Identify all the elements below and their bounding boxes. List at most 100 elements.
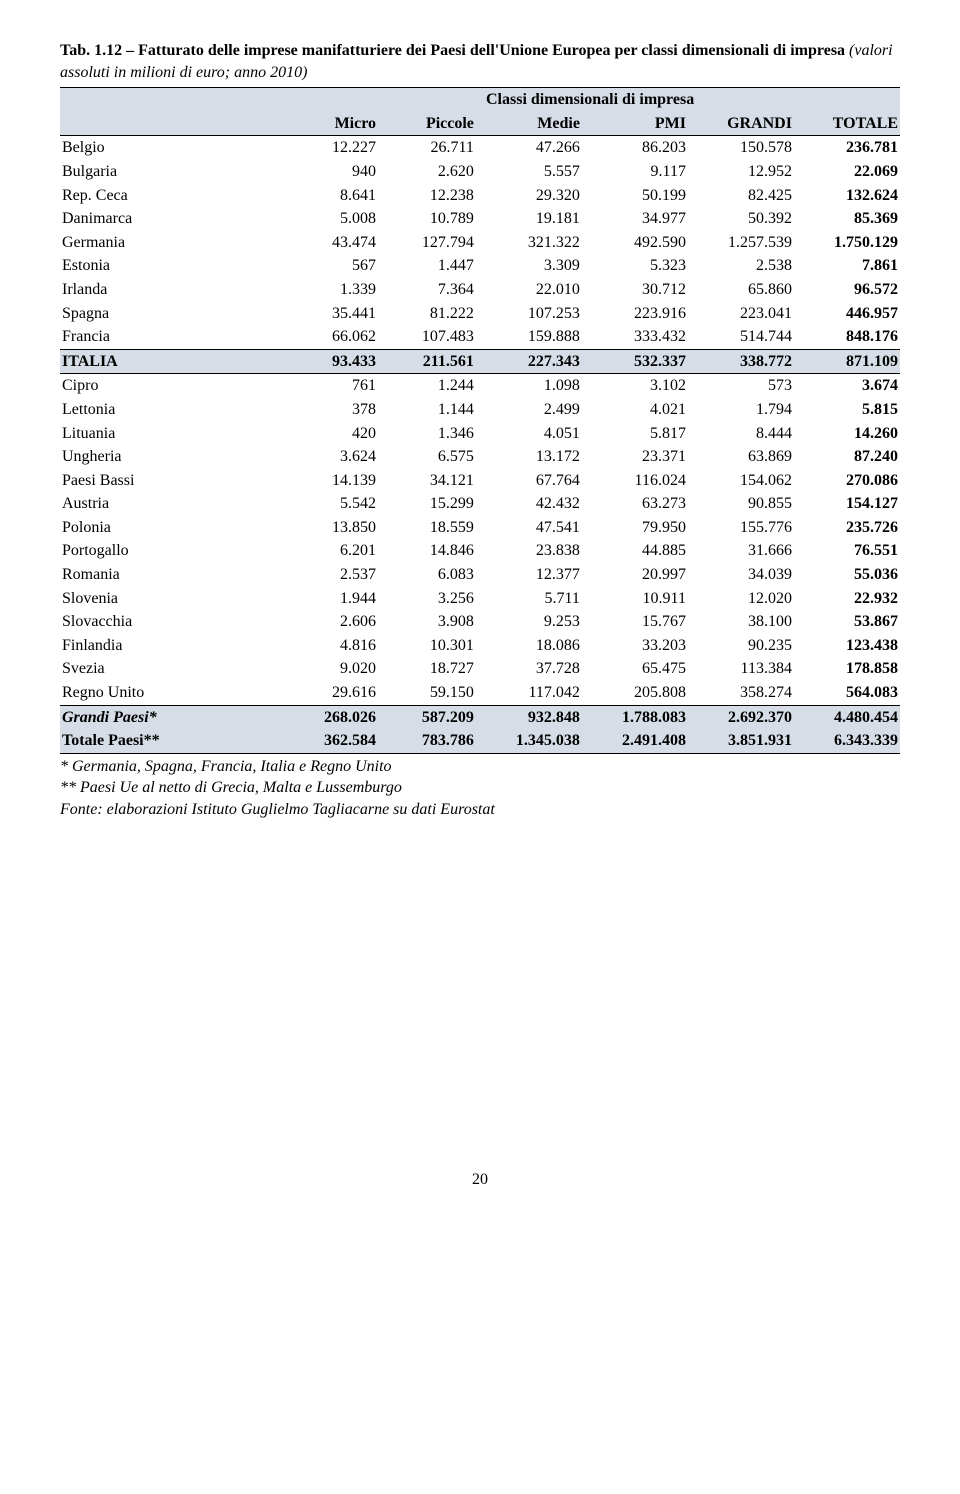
table-row: Svezia9.02018.72737.72865.475113.384178.…: [60, 657, 900, 681]
table-row: Spagna35.44181.222107.253223.916223.0414…: [60, 302, 900, 326]
table-row: Slovacchia2.6063.9089.25315.76738.10053.…: [60, 610, 900, 634]
cell-value: 23.838: [476, 539, 582, 563]
cell-value: 5.323: [582, 254, 688, 278]
cell-value: 223.041: [688, 302, 794, 326]
cell-value: 63.273: [582, 492, 688, 516]
cell-value: 3.908: [378, 610, 476, 634]
cell-value: 65.475: [582, 657, 688, 681]
title-bold: Tab. 1.12 – Fatturato delle imprese mani…: [60, 42, 845, 59]
cell-value: 86.203: [582, 136, 688, 160]
cell-value: 14.260: [794, 422, 900, 446]
cell-value: 446.957: [794, 302, 900, 326]
cell-value: 235.726: [794, 516, 900, 540]
cell-value: 150.578: [688, 136, 794, 160]
cell-value: 37.728: [476, 657, 582, 681]
table-row: Germania43.474127.794321.322492.5901.257…: [60, 231, 900, 255]
cell-value: 107.253: [476, 302, 582, 326]
cell-value: 236.781: [794, 136, 900, 160]
cell-value: 338.772: [688, 349, 794, 374]
table-row: Belgio12.22726.71147.26686.203150.578236…: [60, 136, 900, 160]
cell-value: 90.235: [688, 634, 794, 658]
cell-value: 783.786: [378, 729, 476, 753]
cell-value: 29.616: [280, 681, 378, 705]
cell-value: 4.816: [280, 634, 378, 658]
cell-value: 22.932: [794, 587, 900, 611]
cell-value: 1.944: [280, 587, 378, 611]
country-name: Irlanda: [60, 278, 280, 302]
cell-value: 23.371: [582, 445, 688, 469]
cell-value: 2.620: [378, 160, 476, 184]
table-row: Finlandia4.81610.30118.08633.20390.23512…: [60, 634, 900, 658]
table-row: Paesi Bassi14.13934.12167.764116.024154.…: [60, 469, 900, 493]
cell-value: 1.098: [476, 374, 582, 398]
country-name: Estonia: [60, 254, 280, 278]
table-row: Bulgaria9402.6205.5579.11712.95222.069: [60, 160, 900, 184]
cell-value: 1.794: [688, 398, 794, 422]
cell-value: 223.916: [582, 302, 688, 326]
country-name: Spagna: [60, 302, 280, 326]
country-name: Slovenia: [60, 587, 280, 611]
cell-value: 18.727: [378, 657, 476, 681]
cell-value: 362.584: [280, 729, 378, 753]
table-row: ITALIA93.433211.561227.343532.337338.772…: [60, 349, 900, 374]
cell-value: 15.299: [378, 492, 476, 516]
table-row: Ungheria3.6246.57513.17223.37163.86987.2…: [60, 445, 900, 469]
cell-value: 4.051: [476, 422, 582, 446]
cell-value: 514.744: [688, 325, 794, 349]
cell-value: 117.042: [476, 681, 582, 705]
country-name: Cipro: [60, 374, 280, 398]
super-header: Classi dimensionali di impresa: [280, 88, 900, 112]
country-name: Regno Unito: [60, 681, 280, 705]
col-grandi: GRANDI: [688, 112, 794, 136]
cell-value: 38.100: [688, 610, 794, 634]
cell-value: 268.026: [280, 705, 378, 729]
table-row: Danimarca5.00810.78919.18134.97750.39285…: [60, 207, 900, 231]
cell-value: 227.343: [476, 349, 582, 374]
cell-value: 492.590: [582, 231, 688, 255]
country-name: Danimarca: [60, 207, 280, 231]
cell-value: 55.036: [794, 563, 900, 587]
cell-value: 761: [280, 374, 378, 398]
cell-value: 93.433: [280, 349, 378, 374]
cell-value: 333.432: [582, 325, 688, 349]
cell-value: 6.575: [378, 445, 476, 469]
col-piccole: Piccole: [378, 112, 476, 136]
cell-value: 13.850: [280, 516, 378, 540]
cell-value: 7.364: [378, 278, 476, 302]
cell-value: 3.102: [582, 374, 688, 398]
table-row: Grandi Paesi*268.026587.209932.8481.788.…: [60, 705, 900, 729]
cell-value: 12.377: [476, 563, 582, 587]
cell-value: 65.860: [688, 278, 794, 302]
cell-value: 44.885: [582, 539, 688, 563]
cell-value: 116.024: [582, 469, 688, 493]
cell-value: 14.139: [280, 469, 378, 493]
cell-value: 2.606: [280, 610, 378, 634]
cell-value: 14.846: [378, 539, 476, 563]
cell-value: 63.869: [688, 445, 794, 469]
cell-value: 1.447: [378, 254, 476, 278]
country-name: Germania: [60, 231, 280, 255]
table-row: Francia66.062107.483159.888333.432514.74…: [60, 325, 900, 349]
country-name: Belgio: [60, 136, 280, 160]
table-row: Totale Paesi**362.584783.7861.345.0382.4…: [60, 729, 900, 753]
country-name: Francia: [60, 325, 280, 349]
table-row: Austria5.54215.29942.43263.27390.855154.…: [60, 492, 900, 516]
cell-value: 12.952: [688, 160, 794, 184]
cell-value: 5.008: [280, 207, 378, 231]
data-table: Classi dimensionali di impresa Micro Pic…: [60, 87, 900, 754]
table-row: Irlanda1.3397.36422.01030.71265.86096.57…: [60, 278, 900, 302]
cell-value: 12.238: [378, 184, 476, 208]
table-row: Romania2.5376.08312.37720.99734.03955.03…: [60, 563, 900, 587]
cell-value: 34.977: [582, 207, 688, 231]
cell-value: 573: [688, 374, 794, 398]
cell-value: 82.425: [688, 184, 794, 208]
col-micro: Micro: [280, 112, 378, 136]
table-row: Estonia5671.4473.3095.3232.5387.861: [60, 254, 900, 278]
country-name: Bulgaria: [60, 160, 280, 184]
cell-value: 85.369: [794, 207, 900, 231]
cell-value: 22.010: [476, 278, 582, 302]
cell-value: 10.789: [378, 207, 476, 231]
country-name: Romania: [60, 563, 280, 587]
country-name: Lettonia: [60, 398, 280, 422]
cell-value: 13.172: [476, 445, 582, 469]
